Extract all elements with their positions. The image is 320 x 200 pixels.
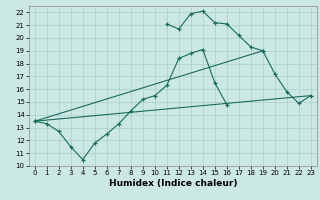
X-axis label: Humidex (Indice chaleur): Humidex (Indice chaleur) [108,179,237,188]
